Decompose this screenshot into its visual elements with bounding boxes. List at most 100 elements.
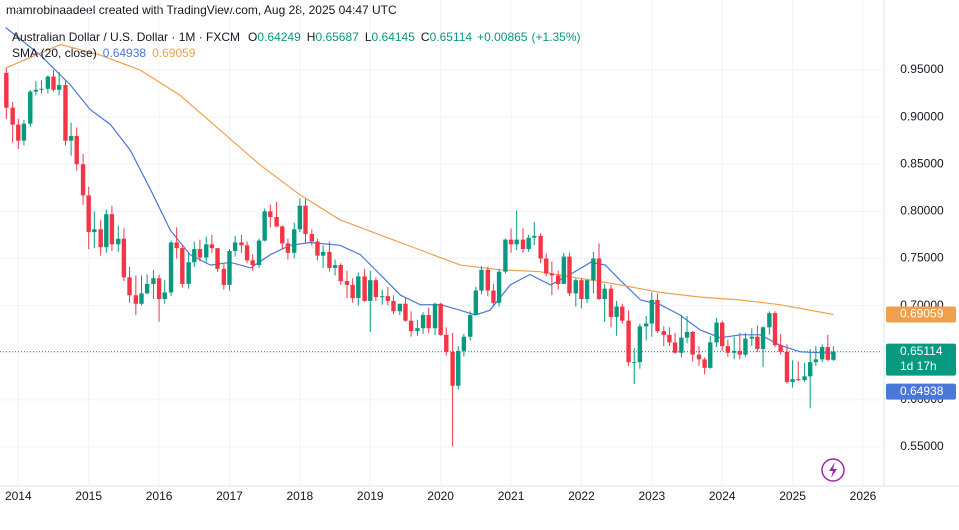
x-tick-label: 2025 xyxy=(779,489,806,503)
candle-body xyxy=(784,351,790,382)
candle-body xyxy=(679,337,684,353)
candle-body xyxy=(549,273,555,276)
candle-body xyxy=(702,359,707,368)
candle-body xyxy=(262,211,267,241)
candle-body xyxy=(121,238,127,278)
candle-body xyxy=(626,320,631,363)
candle-body xyxy=(385,296,391,301)
candle-body xyxy=(86,195,91,233)
candle-body xyxy=(33,89,39,92)
candle-body xyxy=(320,251,326,256)
candle-body xyxy=(684,332,690,338)
candle-body xyxy=(180,248,185,284)
candle-body xyxy=(584,280,590,300)
ohlc-value: 0.64145 xyxy=(372,30,416,44)
candle-body xyxy=(250,260,255,266)
candle-body xyxy=(403,303,408,321)
candle-body xyxy=(602,288,607,300)
candle-body xyxy=(144,283,150,294)
candle-body xyxy=(755,336,760,349)
x-tick-label: 2022 xyxy=(568,489,595,503)
lightning-button[interactable] xyxy=(821,458,845,482)
indicator-value: 0.64938 xyxy=(103,46,147,60)
candle-body xyxy=(538,235,543,259)
candle-body xyxy=(139,293,144,304)
candle-body xyxy=(39,88,44,90)
candle-body xyxy=(508,239,514,245)
x-tick-label: 2023 xyxy=(638,489,665,503)
candle-body xyxy=(415,328,420,332)
change-pct: (+1.35%) xyxy=(531,30,580,44)
candle-body xyxy=(743,338,748,355)
candle-body xyxy=(309,233,315,242)
ohlc-value: 0.65687 xyxy=(315,30,359,44)
candle-body xyxy=(356,276,361,299)
candle-body xyxy=(232,242,238,251)
candle-body xyxy=(92,229,97,233)
indicator-value: 0.69059 xyxy=(152,46,196,60)
candle-body xyxy=(68,135,74,141)
watermark-header: mamrobinaadeel created with TradingView.… xyxy=(6,3,397,17)
candle-body xyxy=(192,249,197,263)
candle-body xyxy=(98,229,103,248)
candle-body xyxy=(778,345,783,352)
candle-body xyxy=(790,379,795,382)
candle-body xyxy=(127,277,132,296)
candle-body xyxy=(368,280,373,301)
candle-body xyxy=(74,135,79,165)
y-tick-label: 0.55000 xyxy=(900,439,944,453)
candle-body xyxy=(485,269,491,291)
ohlc-prefix: H xyxy=(307,30,316,44)
x-tick-label: 2014 xyxy=(5,489,32,503)
candle-body xyxy=(720,322,725,347)
candle-body xyxy=(209,244,215,249)
candle-body xyxy=(708,342,713,368)
candle-body xyxy=(174,242,179,249)
x-tick-label: 2017 xyxy=(216,489,243,503)
symbol-title: Australian Dollar / U.S. Dollar · 1M · F… xyxy=(12,30,240,44)
candle-body xyxy=(186,262,191,284)
price-tag xyxy=(886,343,956,376)
legend-line: Australian Dollar / U.S. Dollar · 1M · F… xyxy=(12,30,581,44)
candle-body xyxy=(819,347,825,360)
candle-body xyxy=(532,235,537,238)
candle-body xyxy=(10,107,15,125)
candle-body xyxy=(655,299,660,332)
candle-body xyxy=(45,76,51,89)
candle-body xyxy=(620,306,625,321)
candle-body xyxy=(156,278,162,300)
candle-body xyxy=(737,350,743,355)
candle-body xyxy=(749,336,754,339)
candle-body xyxy=(104,214,109,248)
candle-body xyxy=(491,290,496,303)
candle-body xyxy=(215,248,220,269)
candle-body xyxy=(373,280,379,298)
candle-body xyxy=(767,313,772,328)
candle-body xyxy=(526,237,531,250)
lightning-icon[interactable] xyxy=(829,462,837,478)
candle-body xyxy=(714,322,719,343)
legend-line: SMA (20, close) 0.64938 0.69059 xyxy=(12,46,196,60)
change: +0.00865 xyxy=(477,30,528,44)
candle-body xyxy=(256,240,262,266)
x-tick-label: 2020 xyxy=(427,489,454,503)
price-tag-label: 0.65114 xyxy=(900,344,943,358)
ohlc-prefix: O xyxy=(248,30,257,44)
candle-body xyxy=(350,284,355,299)
candle-body xyxy=(133,295,139,304)
candle-body xyxy=(450,351,455,386)
candle-body xyxy=(573,280,578,294)
x-tick-label: 2016 xyxy=(146,489,173,503)
candle-body xyxy=(544,258,549,274)
candle-body xyxy=(28,91,33,124)
x-tick-label: 2021 xyxy=(498,489,525,503)
candle-body xyxy=(274,217,279,227)
candle-body xyxy=(772,313,778,346)
candle-body xyxy=(221,268,227,285)
candle-body xyxy=(672,342,678,353)
y-tick-label: 0.80000 xyxy=(900,204,944,218)
candle-body xyxy=(162,292,167,300)
